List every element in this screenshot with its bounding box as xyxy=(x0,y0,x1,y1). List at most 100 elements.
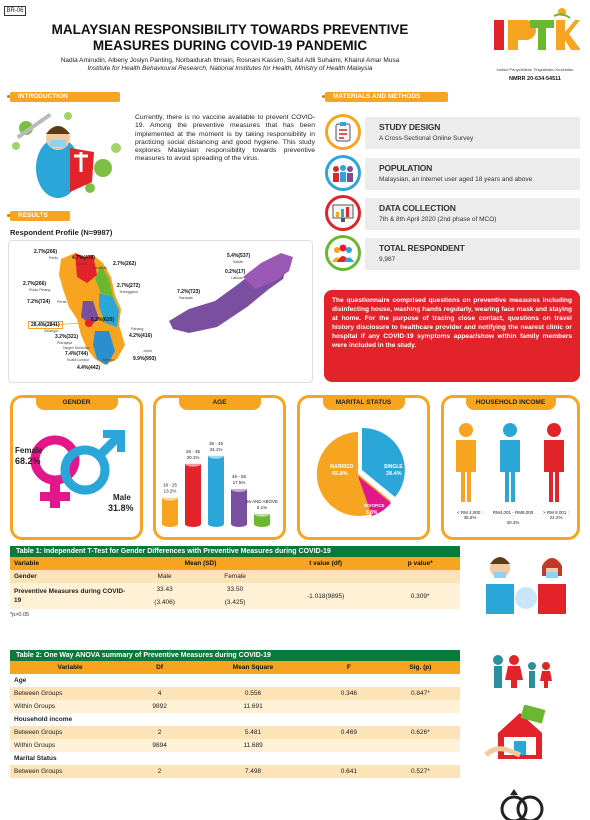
income-group-2: RM4,001 - RM8,000 : 40.3% xyxy=(492,510,534,525)
map-state-negeri-sembilan: Negeri Sembilan xyxy=(63,346,90,350)
method-population: POPULATION Malaysian, an internet user a… xyxy=(325,155,580,193)
table-cell: Preventive Measures during COVID-19 xyxy=(10,583,130,609)
table-cell: 33.43 xyxy=(130,583,200,596)
introduction-heading: INTRODUCTION xyxy=(7,92,120,102)
table-section: Marital Status xyxy=(10,752,460,765)
table-cell: 11.689 xyxy=(189,739,317,752)
method-data-collection: DATA COLLECTION 7th & 8th April 2020 (2n… xyxy=(325,195,580,233)
population-people-icon xyxy=(325,155,361,191)
female-value: 68.2% xyxy=(15,456,41,466)
method-bar xyxy=(365,238,580,270)
divorce-label: DIVORCE xyxy=(364,503,385,508)
wedding-rings-icon xyxy=(500,789,544,820)
table-cell: Variable xyxy=(10,661,130,674)
table-cell: (3.406) xyxy=(130,596,200,609)
map-state-pahang: Pahang xyxy=(131,327,144,331)
person-icon xyxy=(456,423,476,502)
table-row: Within Groups 9894 11.689 xyxy=(10,739,460,752)
table-cell: 2 xyxy=(130,726,190,739)
person-icon xyxy=(500,423,520,502)
procedure-box: The questionnaire comprised questions on… xyxy=(324,290,580,382)
table-row: Age xyxy=(10,674,460,687)
table-cell: Within Groups xyxy=(10,739,130,752)
logo-caption: Institut Penyelidikan Tingkahlaku Kesiha… xyxy=(496,67,574,72)
pie-divorce xyxy=(358,476,391,516)
map-state-penang: Pulau Pinang xyxy=(29,288,51,292)
marital-pie-chart xyxy=(316,427,405,516)
map-label-perak: 7.2%(724) xyxy=(27,299,51,305)
map-state-kedah: Kedah xyxy=(77,262,88,266)
age-bar-label: 36 - 45 xyxy=(209,441,224,446)
method-desc: Malaysian, an internet user aged 18 year… xyxy=(379,176,533,183)
age-bar-label: 26 - 35 xyxy=(186,449,201,454)
age-bar-cap xyxy=(208,452,224,459)
age-bar-label: 18 - 25 xyxy=(163,483,178,488)
t-test-table: Variable Mean (SD) t value (df) p value*… xyxy=(10,557,460,609)
table-cell: Df xyxy=(130,661,190,674)
map-label-johor: 9.9%(993) xyxy=(133,356,157,362)
map-label-kuala-lumpur: 7.4%(744) xyxy=(65,351,89,357)
map-state-perlis: Perlis xyxy=(49,256,58,260)
methods-heading: MATERIALS AND METHODS xyxy=(322,92,448,102)
iptk-logo-icon xyxy=(494,8,581,50)
data-chart-icon xyxy=(325,195,361,231)
family-icon xyxy=(493,655,552,688)
gender-symbols-icon xyxy=(30,430,125,508)
respondents-group-icon xyxy=(325,235,361,271)
table-cell: 0.469 xyxy=(316,726,381,739)
table-cell: Within Groups xyxy=(10,700,130,713)
table-section: Household income xyxy=(10,713,460,726)
table-cell: 4 xyxy=(130,687,190,700)
map-label-terengganu: 2.7%(272) xyxy=(117,283,141,289)
map-state-sabah: Sabah xyxy=(233,260,244,264)
income-card: HOUSEHOLD INCOME < RM 4,000 : 36.5% RM4,… xyxy=(441,395,580,540)
poster-title: MALAYSIAN RESPONSIBILITY TOWARDS PREVENT… xyxy=(30,22,430,54)
map-state-melaka: Melaka xyxy=(103,358,115,362)
age-bar-base xyxy=(185,521,201,527)
age-bar-cap xyxy=(185,460,201,467)
map-state-kuala-lumpur: Kuala Lumpur xyxy=(67,358,90,362)
married-label: MARRIED xyxy=(330,464,354,470)
map-state-sarawak: Sarawak xyxy=(179,296,193,300)
gender-card-title: GENDER xyxy=(35,396,118,410)
introduction-text: Currently, there is no vaccine available… xyxy=(135,114,315,163)
title-line-2: MEASURES DURING COVID-19 PANDEMIC xyxy=(92,38,368,53)
table-row: (3.406) (3.425) xyxy=(10,596,460,609)
table-1: Table 1: Independent T-Test for Gender D… xyxy=(10,546,460,618)
age-bar xyxy=(162,497,178,524)
table-cell: 5.481 xyxy=(189,726,317,739)
institute-logo: Institut Penyelidikan Tingkahlaku Kesiha… xyxy=(490,6,581,82)
female-label: Female xyxy=(15,446,43,455)
table-cell: 0.556 xyxy=(189,687,317,700)
table-cell: 2 xyxy=(130,765,190,778)
table-cell: Female xyxy=(199,570,271,583)
malaysia-map: 2.7%(266) Perlis 4.7%(476) Kedah 2.7%(26… xyxy=(8,240,313,383)
age-bar-label: 56 AND ABOVE xyxy=(246,499,278,504)
method-title: DATA COLLECTION xyxy=(379,203,456,213)
method-study-design: STUDY DESIGN A Cross-Sectional Online Su… xyxy=(325,114,580,152)
table-row: Between Groups 4 0.556 0.346 0.847* xyxy=(10,687,460,700)
method-bar xyxy=(365,117,580,149)
map-state-terengganu: Terengganu xyxy=(119,290,138,294)
anova-table: Variable Df Mean Square F Sig. (p) Age B… xyxy=(10,661,460,778)
table-cell: 0.847* xyxy=(380,687,460,700)
income-label: > RM 8,001 : xyxy=(543,510,569,515)
table-cell: 0.309* xyxy=(380,583,460,609)
age-bar-base xyxy=(208,521,224,527)
age-bar-value: 5.1% xyxy=(257,505,267,510)
table-cell: p value* xyxy=(380,557,460,570)
income-pct: 36.5% xyxy=(463,515,477,520)
malaysia-map-icon xyxy=(36,253,293,365)
method-title: POPULATION xyxy=(379,163,433,173)
table-cell: Mean (SD) xyxy=(130,557,271,570)
map-state-putrajaya: Putrajaya xyxy=(57,341,73,345)
male-label: Male xyxy=(113,493,131,502)
table-cell: t value (df) xyxy=(270,557,381,570)
age-card: AGE 18 - 25 13.2% 26 - 35 30.1% 36 - 45 34.1%… xyxy=(153,395,286,540)
method-desc: 9,987 xyxy=(379,256,396,263)
map-label-selangor: 28.4%(2841) xyxy=(28,321,63,329)
age-bar-base xyxy=(254,521,270,527)
gender-card: GENDER Female 68.2% Male 31.8% xyxy=(10,395,143,540)
home-income-illustration xyxy=(484,704,556,765)
age-bar-base xyxy=(162,521,178,527)
